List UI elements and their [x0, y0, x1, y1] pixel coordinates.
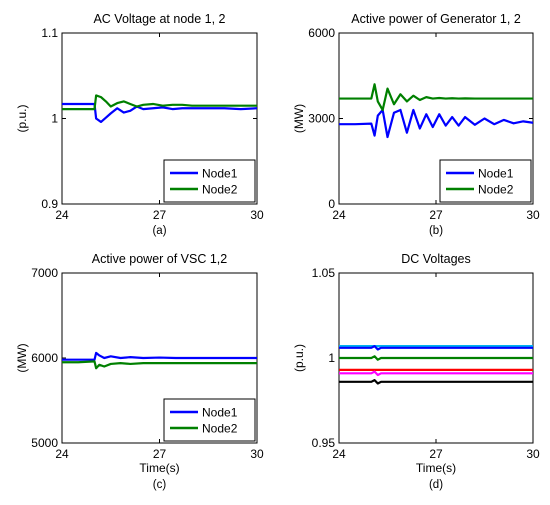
series-line-node1 [339, 108, 533, 139]
chart-panel-4: DC Voltages 24 27 30 0.95 1 1.05 (p.u.) Time(s) (… [292, 252, 540, 491]
y-tick-label: 0.9 [41, 197, 58, 211]
y-axis-label: (p.u.) [15, 104, 29, 132]
series-line-5 [339, 370, 533, 377]
legend: Node1 Node2 [163, 159, 256, 203]
y-tick-label: 6000 [31, 351, 58, 365]
series-line-node2 [62, 360, 257, 370]
series-line-3 [339, 355, 533, 361]
legend-label: Node2 [478, 183, 514, 197]
chart-title: Active power of VSC 1,2 [92, 252, 228, 266]
y-axis-label: (MW) [292, 104, 306, 133]
x-tick-label: 27 [153, 447, 167, 461]
y-tick-label: 6000 [308, 26, 335, 40]
series-group [62, 94, 257, 124]
legend: Node1 Node2 [439, 159, 532, 203]
chart-title: DC Voltages [401, 252, 470, 266]
legend-box [439, 159, 532, 203]
x-tick-label: 27 [429, 447, 443, 461]
chart-panel-3: Active power of VSC 1,2 24 27 30 5000 6000 700… [15, 252, 264, 491]
x-tick-label: 24 [332, 208, 346, 222]
series-line-node2 [339, 83, 533, 112]
chart-panel-2: Active power of Generator 1, 2 24 27 30 0 300… [292, 12, 540, 237]
y-axis-label: (p.u.) [292, 344, 306, 372]
x-tick-label: 30 [250, 447, 264, 461]
legend-label: Node2 [202, 183, 238, 197]
y-axis-label: (MW) [15, 343, 29, 372]
x-tick-label: 27 [153, 208, 167, 222]
y-tick-label: 0.95 [312, 436, 336, 450]
x-tick-label: 24 [55, 208, 69, 222]
chart-title: Active power of Generator 1, 2 [351, 12, 521, 26]
y-tick-label: 5000 [31, 436, 58, 450]
series-line-2 [339, 345, 533, 351]
chart-panel-1: AC Voltage at node 1, 2 24 27 30 0.9 1 1.1 (p.u… [15, 12, 264, 237]
x-tick-label: 30 [250, 208, 264, 222]
y-tick-label: 1 [328, 351, 335, 365]
x-axis-label: Time(s) [139, 461, 179, 475]
x-tick-label: 30 [526, 208, 540, 222]
series-line-node2 [62, 94, 257, 111]
legend: Node1 Node2 [163, 398, 256, 442]
panel-caption: (b) [429, 225, 443, 237]
legend-label: Node1 [202, 406, 238, 420]
chart-title: AC Voltage at node 1, 2 [93, 12, 225, 26]
panel-caption: (a) [152, 225, 166, 237]
series-line-6 [339, 379, 533, 385]
series-group [62, 351, 257, 370]
x-tick-label: 30 [526, 447, 540, 461]
y-tick-label: 0 [328, 197, 335, 211]
y-tick-label: 1.1 [41, 26, 58, 40]
series-line-node1 [62, 351, 257, 361]
y-tick-label: 7000 [31, 266, 58, 280]
legend-label: Node2 [202, 422, 238, 436]
y-tick-label: 1.05 [312, 266, 336, 280]
x-tick-label: 24 [332, 447, 346, 461]
legend-box [163, 398, 256, 442]
x-tick-label: 27 [429, 208, 443, 222]
x-axis-label: Time(s) [416, 461, 456, 475]
y-tick-label: 3000 [308, 112, 335, 126]
legend-label: Node1 [202, 167, 238, 181]
x-tick-label: 24 [55, 447, 69, 461]
legend-label: Node1 [478, 167, 514, 181]
panel-caption: (c) [153, 479, 167, 491]
panel-caption: (d) [429, 479, 443, 491]
series-group [339, 345, 533, 385]
legend-box [163, 159, 256, 203]
series-group [339, 83, 533, 139]
y-tick-label: 1 [51, 112, 58, 126]
